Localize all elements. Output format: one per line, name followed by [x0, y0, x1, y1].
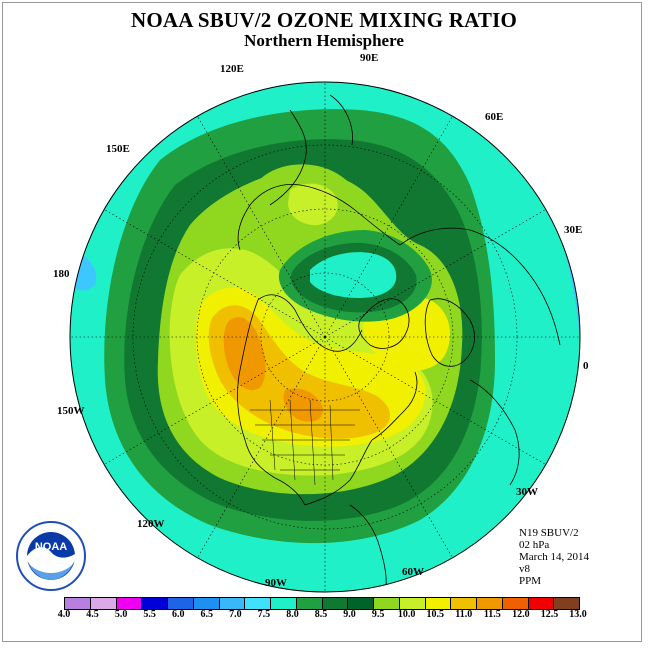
contour-8-0-arctic [310, 252, 397, 298]
meridian-line [197, 336, 326, 558]
legend-tick-label: 11.5 [483, 609, 501, 620]
longitude-label-0: 0 [583, 360, 589, 372]
legend-tick-label: 10.0 [397, 609, 416, 620]
legend-tick-label: 12.0 [512, 609, 530, 620]
us-state-lines [250, 399, 360, 486]
longitude-label-90e: 90E [360, 52, 379, 64]
legend-swatch [399, 598, 426, 609]
map-subtitle: Northern Hemisphere [244, 31, 404, 50]
legend-tick-label: 12.5 [540, 609, 559, 620]
data-info-block: N19 SBUV/2 02 hPa March 14, 2014 v8 PPM [519, 527, 589, 587]
legend-swatch [142, 598, 168, 609]
longitude-label-180: 180 [53, 268, 70, 280]
contour-11-5-b [283, 388, 323, 422]
graticule [70, 82, 580, 592]
coastline-south-america [349, 504, 387, 592]
contour-11-5 [223, 317, 266, 391]
legend-ticks: 4.0 4.5 5.0 5.5 6.0 6.5 7.0 7.5 8.0 8.5 9.0 9.5 10.0… [58, 609, 587, 623]
legend-swatch [425, 598, 452, 609]
longitude-label-60e: 60E [485, 111, 504, 123]
map-title: NOAA SBUV/2 OZONE MIXING RATIO [131, 8, 517, 32]
meridian-line [104, 336, 326, 465]
legend-swatch [168, 598, 194, 609]
version-label: v8 [519, 563, 530, 575]
legend-swatch [245, 598, 271, 609]
meridian-line [197, 116, 326, 338]
legend-swatch [502, 598, 529, 609]
legend-tick-label: 6.0 [171, 609, 185, 620]
date-label: March 14, 2014 [519, 551, 589, 563]
coastline-asia-east [269, 94, 353, 206]
noaa-logo: NOAA [16, 521, 86, 591]
legend-tick-label: 4.0 [57, 609, 71, 620]
legend-swatch [271, 598, 297, 609]
coastline-europe [424, 298, 475, 367]
legend-tick-label: 7.5 [257, 609, 271, 620]
legend-tick-label: 11.0 [455, 609, 473, 620]
legend-swatch [374, 598, 400, 609]
units-label: PPM [519, 575, 542, 587]
legend-swatch [348, 598, 374, 609]
color-legend [64, 597, 580, 610]
legend-tick-label: 6.5 [200, 609, 214, 620]
legend-swatch [528, 598, 555, 609]
longitude-label-30e: 30E [564, 224, 583, 236]
longitude-label-120e: 120E [220, 63, 244, 75]
coastlines [237, 94, 561, 592]
longitude-label-60w: 60W [402, 566, 424, 578]
globe-outline [69, 81, 581, 593]
legend-tick-label: 4.5 [86, 609, 99, 620]
longitude-label-150w: 150W [57, 405, 85, 417]
ozone-contour-fill [70, 82, 580, 592]
legend-tick-label: 7.0 [229, 609, 242, 620]
longitude-label-30w: 30W [516, 486, 538, 498]
legend-swatch [322, 598, 349, 609]
legend-swatch [219, 598, 246, 609]
legend-swatch [193, 598, 220, 609]
legend-tick-label: 5.5 [143, 609, 156, 620]
contour-10-0-north [288, 183, 338, 226]
legend-tick-label: 10.5 [426, 609, 444, 620]
pressure-level-label: 02 hPa [519, 539, 550, 551]
coastline-north-america [237, 294, 418, 506]
coastline-greenland [358, 298, 410, 349]
legend-swatch [116, 598, 143, 609]
coastline-africa [469, 379, 520, 486]
legend-tick-label: 13.0 [569, 609, 587, 620]
legend-tick-label: 9.5 [371, 609, 385, 620]
longitude-label-90w: 90W [265, 577, 287, 589]
legend-swatch [477, 598, 503, 609]
coastline-eurasia [237, 183, 561, 346]
legend-tick-label: 9.0 [343, 609, 356, 620]
meridian-line [324, 116, 453, 338]
legend-swatch [65, 598, 91, 609]
satellite-label: N19 SBUV/2 [519, 527, 579, 539]
legend-tick-label: 8.0 [286, 609, 299, 620]
longitude-label-120w: 120W [137, 518, 165, 530]
legend-tick-label: 8.5 [314, 609, 328, 620]
logo-lower-wave [29, 564, 73, 580]
meridian-line [104, 209, 326, 338]
legend-tick-label: 5.0 [114, 609, 128, 620]
meridian-line [324, 209, 546, 338]
meridian-line [324, 336, 546, 465]
logo-gull [27, 547, 75, 575]
meridian-line [324, 336, 453, 558]
legend-swatch [554, 598, 579, 609]
legend-swatch [296, 598, 323, 609]
meridians [70, 82, 580, 592]
logo-text: NOAA [35, 541, 67, 553]
legend-swatch [90, 598, 117, 609]
longitude-label-150e: 150E [106, 143, 130, 155]
legend-swatch [451, 598, 477, 609]
figure-frame [2, 2, 642, 642]
